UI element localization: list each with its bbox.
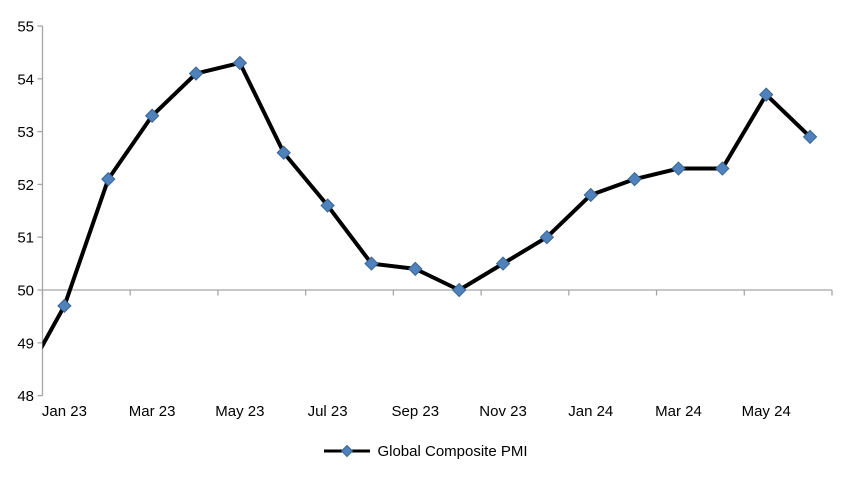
y-axis-tick-label: 48 [17, 388, 34, 405]
data-point-marker [627, 171, 642, 187]
legend: Global Composite PMI [0, 440, 852, 462]
data-point-marker [320, 198, 335, 213]
x-axis-tick-label: Sep 23 [392, 403, 440, 420]
data-point-marker [276, 145, 291, 160]
y-axis-tick-label: 49 [17, 335, 34, 352]
data-point-marker [715, 161, 730, 176]
data-point-marker [144, 108, 160, 123]
pmi-series-line [42, 60, 813, 350]
x-axis-tick-label: Nov 23 [479, 403, 527, 420]
legend-label: Global Composite PMI [377, 442, 528, 460]
data-point-marker [671, 161, 686, 176]
data-point-marker [101, 171, 116, 187]
x-axis-tick-label: Jan 24 [568, 403, 613, 420]
x-axis-tick-label: Jan 23 [42, 403, 87, 420]
y-axis-tick-label: 53 [17, 124, 34, 141]
y-axis-tick-label: 52 [17, 177, 34, 194]
data-point-marker [188, 66, 204, 81]
x-axis-tick-label: May 23 [215, 403, 264, 420]
pmi-chart-svg: 48 49 50 51 52 53 54 55 Jan 23 Mar 23 May 23 Jul 23… [17, 19, 833, 420]
data-point-marker [57, 298, 72, 314]
y-axis-tick-label: 51 [17, 230, 34, 247]
y-axis-tick-label: 54 [17, 71, 34, 88]
data-point-marker [408, 261, 423, 277]
data-point-marker [232, 55, 248, 71]
legend-marker-icon [324, 444, 371, 458]
legend-diamond-marker [341, 444, 354, 458]
data-point-marker [802, 129, 818, 145]
y-axis-tick-label: 55 [17, 19, 34, 36]
x-axis-tick-label: Mar 24 [655, 403, 702, 420]
x-axis-tick-label: May 24 [742, 403, 791, 420]
data-point-marker [364, 256, 379, 271]
data-point-marker [539, 229, 555, 245]
x-axis-tick-label: Jul 23 [308, 403, 348, 420]
x-axis-tick-label: Mar 23 [129, 403, 176, 420]
y-axis-tick-label: 50 [17, 283, 34, 300]
data-point-marker [451, 282, 467, 298]
data-point-marker [495, 256, 511, 271]
data-point-marker [759, 87, 774, 102]
data-point-marker [583, 187, 598, 203]
